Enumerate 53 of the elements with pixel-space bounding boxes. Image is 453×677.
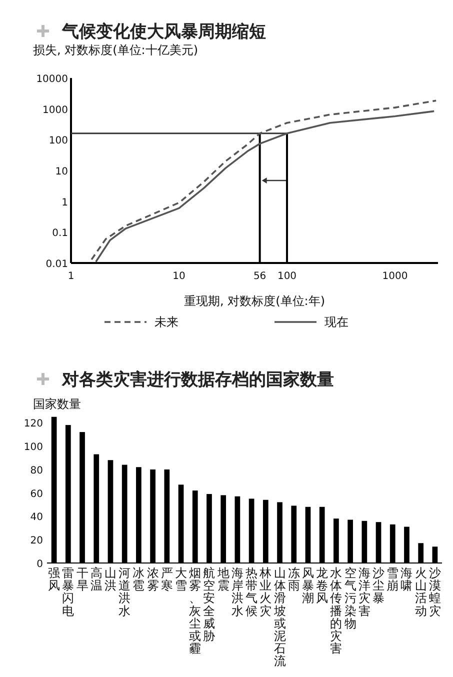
x-tick-label: 空气污染物 bbox=[344, 566, 356, 630]
legend-label: 未来 bbox=[154, 315, 178, 329]
legend-label: 现在 bbox=[324, 315, 348, 329]
x-tick-label: 龙卷风 bbox=[316, 566, 328, 606]
y-tick-label: 0 bbox=[36, 559, 43, 570]
y-tick-label: 80 bbox=[30, 465, 43, 476]
y-tick-label: 120 bbox=[24, 418, 43, 430]
y-tick-label: 0.1 bbox=[52, 228, 68, 240]
x-tick-label: 山洪 bbox=[104, 566, 116, 593]
x-tick-label: 1000 bbox=[382, 271, 408, 282]
x-tick-label: 林业火灾 bbox=[258, 566, 272, 618]
y-tick-label: 1 bbox=[62, 197, 68, 208]
x-tick-label: 干旱 bbox=[76, 566, 88, 593]
x-tick-label: 严寒 bbox=[160, 566, 173, 593]
y-axis-title: 损失, 对数标度(单位:十亿美元) bbox=[33, 43, 198, 57]
y-axis-title: 国家数量 bbox=[33, 397, 81, 411]
x-tick-label: 热带气候 bbox=[246, 566, 258, 618]
x-tick-label: 风暴潮 bbox=[302, 566, 314, 606]
x-tick-label: 河道洪水 bbox=[118, 566, 131, 618]
x-tick-label: 大雪 bbox=[175, 566, 188, 593]
x-tick-label: 海岸洪水 bbox=[231, 566, 244, 618]
x-tick-label: 火山活动 bbox=[414, 566, 427, 618]
x-tick-label: 航空安全威胁 bbox=[203, 566, 216, 643]
y-tick-label: 100 bbox=[24, 442, 43, 454]
y-tick-label: 20 bbox=[30, 536, 43, 547]
y-tick-label: 40 bbox=[30, 512, 43, 524]
x-tick-label: 冰雹 bbox=[132, 566, 145, 593]
x-tick-label: 地震 bbox=[216, 566, 230, 593]
x-tick-label: 100 bbox=[277, 271, 297, 282]
x-tick-label: 10 bbox=[172, 271, 186, 282]
y-tick-label: 1000 bbox=[42, 104, 68, 116]
x-tick-label: 海啸 bbox=[400, 566, 413, 593]
x-axis-title: 重现期, 对数标度(单位:年) bbox=[184, 294, 326, 308]
x-tick-label: 沙尘暴 bbox=[372, 566, 385, 606]
x-tick-label: 雪崩 bbox=[386, 566, 399, 593]
y-tick-label: 10 bbox=[55, 166, 68, 178]
y-tick-label: 10000 bbox=[36, 74, 68, 85]
y-tick-label: 100 bbox=[48, 136, 68, 147]
x-tick-label: 沙漠蝗灾 bbox=[428, 566, 441, 618]
x-tick-label: 高温 bbox=[90, 566, 102, 593]
x-tick-label: 冻雨 bbox=[288, 566, 300, 593]
chart-title: 对各类灾害进行数据存档的国家数量 bbox=[61, 370, 334, 390]
x-tick-label: 海洋灾害 bbox=[358, 566, 370, 618]
x-tick-label: 水体传播的灾害 bbox=[330, 566, 342, 656]
x-tick-label: 浓雾 bbox=[146, 566, 159, 593]
x-tick-label: 56 bbox=[253, 271, 266, 282]
x-tick-label: 强风 bbox=[48, 566, 60, 593]
y-tick-label: 60 bbox=[30, 488, 43, 500]
x-tick-label: 山体滑坡或泥石流 bbox=[272, 566, 286, 668]
x-tick-label: 雷暴闪电 bbox=[62, 566, 74, 618]
y-tick-label: 0.01 bbox=[46, 259, 68, 270]
chart-title: 气候变化使大风暴周期缩短 bbox=[61, 22, 266, 42]
x-tick-label: 烟雾、灰尘或霾 bbox=[189, 566, 202, 656]
